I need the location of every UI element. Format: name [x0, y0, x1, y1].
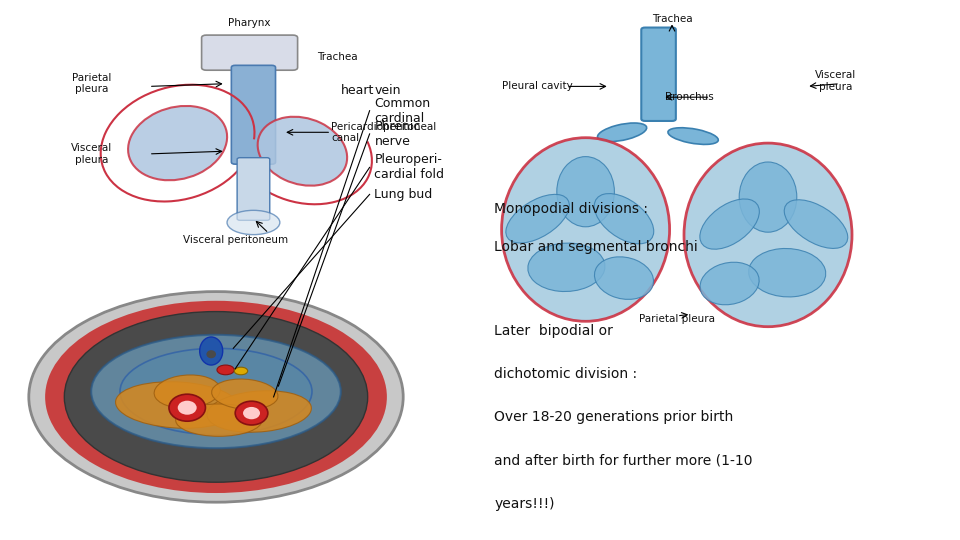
- Ellipse shape: [557, 157, 614, 227]
- Text: Lobar and segmental bronchi: Lobar and segmental bronchi: [494, 240, 698, 254]
- Ellipse shape: [700, 262, 759, 305]
- Text: Phrenic
nerve: Phrenic nerve: [374, 120, 420, 148]
- Ellipse shape: [739, 162, 797, 232]
- Ellipse shape: [115, 382, 240, 428]
- Text: Visceral peritoneum: Visceral peritoneum: [182, 235, 288, 245]
- Ellipse shape: [506, 194, 569, 243]
- Ellipse shape: [169, 394, 205, 421]
- Ellipse shape: [91, 335, 341, 448]
- Text: Pericardioperitoneal
canal: Pericardioperitoneal canal: [331, 122, 437, 143]
- Text: Lung bud: Lung bud: [374, 188, 433, 201]
- Ellipse shape: [749, 248, 826, 297]
- Ellipse shape: [176, 404, 262, 436]
- Ellipse shape: [200, 337, 223, 365]
- Ellipse shape: [594, 193, 654, 244]
- Ellipse shape: [684, 143, 852, 327]
- Ellipse shape: [227, 211, 280, 234]
- Text: Later  bipodial or: Later bipodial or: [494, 324, 613, 338]
- Text: Bronchus: Bronchus: [665, 92, 713, 102]
- Text: Pleuroperi-
cardial fold: Pleuroperi- cardial fold: [374, 153, 444, 181]
- Ellipse shape: [597, 123, 647, 141]
- Text: Over 18-20 generations prior birth: Over 18-20 generations prior birth: [494, 410, 733, 424]
- Ellipse shape: [211, 379, 278, 409]
- Text: Trachea: Trachea: [652, 14, 692, 24]
- Text: Trachea: Trachea: [317, 52, 357, 62]
- Text: dichotomic division :: dichotomic division :: [494, 367, 637, 381]
- Text: Visceral
pleura: Visceral pleura: [815, 70, 855, 92]
- Circle shape: [45, 301, 387, 493]
- FancyBboxPatch shape: [231, 65, 276, 164]
- FancyBboxPatch shape: [202, 35, 298, 70]
- FancyBboxPatch shape: [641, 28, 676, 121]
- Text: and after birth for further more (1-10: and after birth for further more (1-10: [494, 454, 753, 468]
- Text: Pleural cavity: Pleural cavity: [502, 82, 573, 91]
- Text: Common
cardinal: Common cardinal: [374, 97, 430, 125]
- Ellipse shape: [528, 243, 605, 292]
- Ellipse shape: [257, 117, 348, 186]
- Circle shape: [29, 292, 403, 502]
- Ellipse shape: [668, 128, 718, 144]
- Ellipse shape: [206, 350, 216, 359]
- Ellipse shape: [207, 391, 311, 432]
- Ellipse shape: [120, 348, 312, 435]
- Text: Visceral
pleura: Visceral pleura: [71, 143, 111, 165]
- Ellipse shape: [155, 375, 220, 408]
- Text: Monopodial divisions :: Monopodial divisions :: [494, 202, 648, 217]
- FancyBboxPatch shape: [237, 158, 270, 220]
- Ellipse shape: [700, 199, 759, 249]
- Ellipse shape: [235, 401, 268, 425]
- Circle shape: [234, 367, 248, 375]
- Ellipse shape: [501, 138, 670, 321]
- Circle shape: [64, 312, 368, 482]
- Ellipse shape: [128, 106, 228, 180]
- Text: Pharynx: Pharynx: [228, 18, 271, 28]
- Text: heart: heart: [341, 84, 374, 97]
- Ellipse shape: [594, 257, 654, 299]
- Circle shape: [217, 365, 234, 375]
- Text: vein: vein: [374, 84, 401, 97]
- Ellipse shape: [178, 401, 197, 415]
- Text: Parietal pleura: Parietal pleura: [638, 314, 715, 323]
- Ellipse shape: [784, 200, 848, 248]
- Text: Parietal
pleura: Parietal pleura: [71, 73, 111, 94]
- Ellipse shape: [243, 407, 260, 419]
- Text: years!!!): years!!!): [494, 497, 555, 511]
